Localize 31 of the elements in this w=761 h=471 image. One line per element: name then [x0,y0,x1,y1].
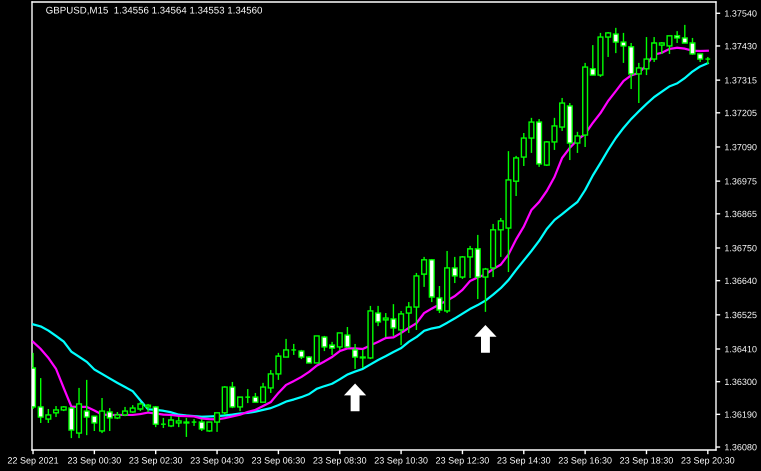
candlestick [704,56,711,65]
y-tick-label: 1.36640 [725,278,757,284]
y-tick-label: 1.36865 [725,210,757,218]
y-tick-label: 1.37090 [725,144,757,150]
y-tick-label: 1.37430 [725,42,757,50]
y-tick-label: 1.36300 [725,378,757,386]
y-tick-label: 1.37315 [725,77,757,84]
x-tick-label: 23 Sep 20:30 [681,457,734,466]
x-tick-label: 23 Sep 18:30 [620,457,673,466]
x-tick-label: 23 Sep 14:30 [497,457,550,466]
x-tick-label: 23 Sep 02:30 [129,457,182,466]
x-tick-label: 23 Sep 08:30 [313,457,366,466]
x-tick-label: 23 Sep 00:30 [68,457,121,466]
y-tick-label: 1.36080 [725,444,757,450]
candlestick [244,388,251,404]
y-tick-label: 1.37205 [725,110,757,116]
y-tick-label: 1.36410 [725,346,757,352]
x-tick-label: 23 Sep 10:30 [374,457,428,466]
x-tick-label: 23 Sep 04:30 [190,457,244,466]
x-tick-label: 23 Sep 12:30 [436,457,489,466]
x-tick-label: 23 Sep 16:30 [558,457,612,466]
candlestick [290,343,297,356]
y-tick-label: 1.36190 [725,411,757,418]
y-tick-label: 1.36975 [725,178,757,184]
candlestick [160,417,166,429]
chart-title: GBPUSD,M15 1.34556 1.34564 1.34553 1.34560 [46,6,262,15]
x-tick-label: 22 Sep 2021 [8,457,58,466]
x-tick-label: 23 Sep 06:30 [252,457,305,466]
y-tick-label: 1.37540 [725,10,757,17]
y-tick-label: 1.36525 [725,312,757,318]
y-tick-label: 1.36750 [725,244,757,252]
